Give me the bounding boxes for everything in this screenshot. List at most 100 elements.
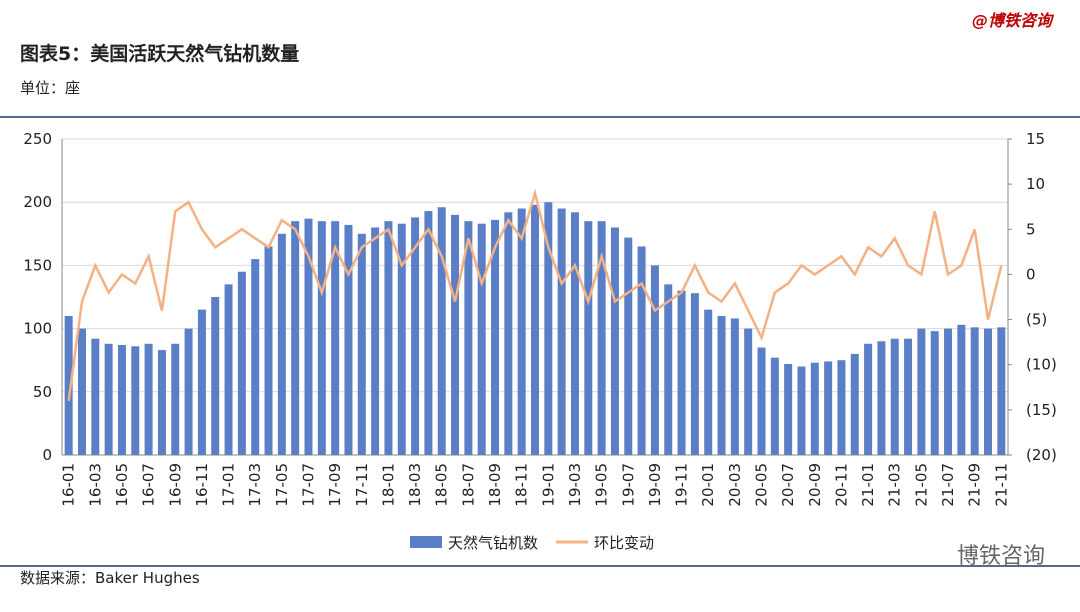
x-tick-label: 16-11 <box>193 463 211 507</box>
bar <box>171 343 180 455</box>
bar <box>570 212 579 455</box>
x-tick-label: 17-07 <box>299 463 317 507</box>
x-tick-label: 18-09 <box>486 463 504 507</box>
bar <box>91 338 100 455</box>
y-tick-label: 250 <box>23 130 52 148</box>
y2-tick-label: (20) <box>1026 446 1057 464</box>
x-tick-label: 20-07 <box>779 463 797 507</box>
bar <box>824 361 833 455</box>
bar <box>984 328 993 455</box>
y-tick-label: 0 <box>42 446 52 464</box>
bar <box>624 237 633 455</box>
bar <box>477 223 486 455</box>
x-tick-label: 16-05 <box>113 463 131 507</box>
bar <box>770 357 779 455</box>
bar <box>730 318 739 455</box>
bar <box>237 271 246 455</box>
bar <box>690 293 699 455</box>
x-tick-label: 18-03 <box>406 463 424 507</box>
bar <box>304 218 313 455</box>
x-tick-label: 16-09 <box>166 463 184 507</box>
y-tick-label: 150 <box>23 256 52 274</box>
bar <box>544 202 553 455</box>
bar <box>837 360 846 455</box>
y-tick-label: 200 <box>23 193 52 211</box>
legend-label: 环比变动 <box>594 534 654 552</box>
bar <box>944 328 953 455</box>
bar <box>850 353 859 455</box>
bar <box>277 233 286 455</box>
source: 数据来源：Baker Hughes <box>20 569 200 587</box>
bar <box>464 221 473 455</box>
bar <box>371 227 380 455</box>
y-tick-label: 50 <box>33 383 52 401</box>
x-tick-label: 20-03 <box>726 463 744 507</box>
x-tick-label: 20-11 <box>832 463 850 507</box>
legend: 天然气钻机数 环比变动 <box>410 534 654 552</box>
logo: 博铁咨询 <box>957 544 1045 569</box>
bar <box>424 211 433 455</box>
bar <box>104 343 113 455</box>
y2-tick-label: 15 <box>1026 130 1045 148</box>
legend-label: 天然气钻机数 <box>448 534 538 552</box>
bar <box>411 217 420 455</box>
x-tick-label: 21-11 <box>992 463 1010 507</box>
bar <box>491 219 500 455</box>
x-tick-label: 21-07 <box>939 463 957 507</box>
bar <box>131 346 140 455</box>
bar <box>77 328 86 455</box>
x-tick-label: 21-03 <box>886 463 904 507</box>
bar <box>757 347 766 455</box>
x-tick-label: 17-11 <box>353 463 371 507</box>
bar <box>610 227 619 455</box>
bar <box>357 233 366 455</box>
bar <box>291 221 300 455</box>
y2-tick-label: (15) <box>1026 401 1057 419</box>
y2-tick-label: 0 <box>1026 265 1036 283</box>
bar <box>344 224 353 455</box>
x-tick-label: 20-09 <box>806 463 824 507</box>
bar <box>650 265 659 455</box>
bar <box>597 221 606 455</box>
bar <box>197 309 206 455</box>
bar <box>557 208 566 455</box>
bar <box>451 214 460 455</box>
x-tick-label: 20-01 <box>699 463 717 507</box>
bar <box>957 324 966 455</box>
bar <box>917 328 926 455</box>
brand: @博铁咨询 <box>972 11 1055 30</box>
x-tick-label: 19-01 <box>539 463 557 507</box>
x-tick-label: 19-03 <box>566 463 584 507</box>
y2-tick-label: (10) <box>1026 356 1057 374</box>
bar <box>810 362 819 455</box>
x-tick-label: 21-01 <box>859 463 877 507</box>
x-tick-label: 16-01 <box>60 463 78 507</box>
bar <box>64 315 73 455</box>
bar <box>211 297 220 455</box>
x-tick-label: 18-01 <box>379 463 397 507</box>
bar <box>797 366 806 455</box>
x-tick-label: 20-05 <box>753 463 771 507</box>
bar <box>704 309 713 455</box>
bar <box>144 343 153 455</box>
x-tick-label: 18-11 <box>513 463 531 507</box>
bar <box>224 284 233 455</box>
x-tick-label: 19-05 <box>593 463 611 507</box>
y2-tick-label: 5 <box>1026 220 1036 238</box>
x-tick-label: 19-11 <box>673 463 691 507</box>
bar <box>890 338 899 455</box>
bar <box>251 259 260 455</box>
line <box>67 188 1003 401</box>
bar <box>784 363 793 455</box>
bar <box>384 221 393 455</box>
bar <box>397 223 406 455</box>
x-tick-label: 16-03 <box>86 463 104 507</box>
bar <box>744 328 753 455</box>
x-tick-label: 17-01 <box>220 463 238 507</box>
x-tick-label: 19-09 <box>646 463 664 507</box>
bar <box>637 246 646 455</box>
bar <box>504 212 513 455</box>
bar <box>970 327 979 455</box>
x-tick-label: 21-09 <box>966 463 984 507</box>
